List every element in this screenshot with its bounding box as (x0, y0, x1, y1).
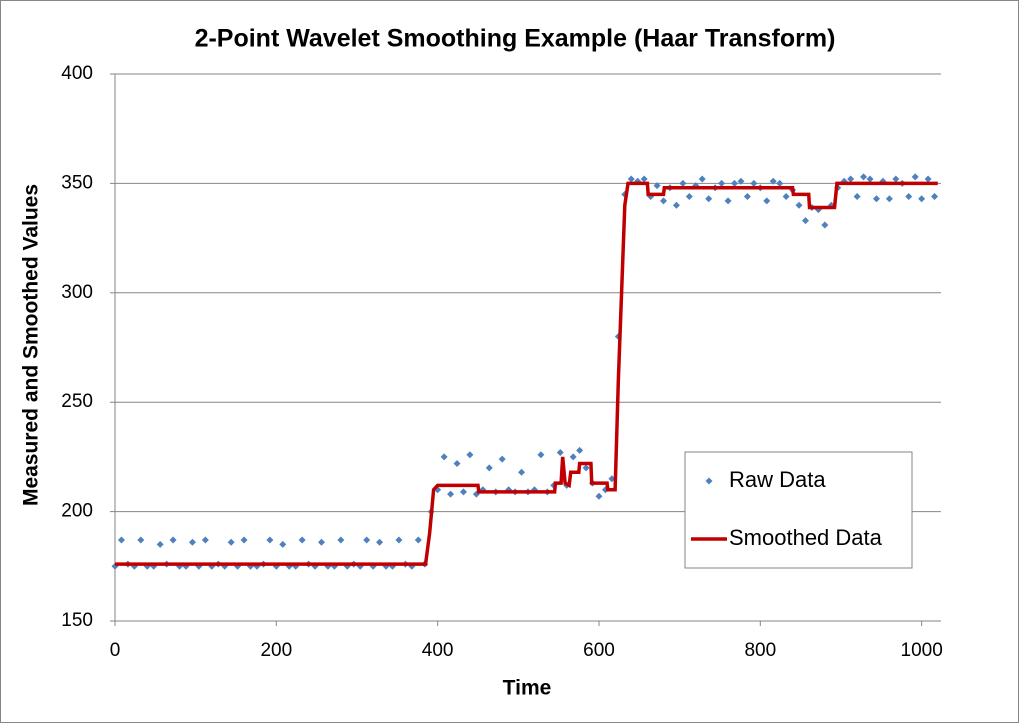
raw-point (769, 177, 777, 185)
raw-point (737, 177, 745, 185)
raw-point (376, 538, 384, 546)
legend-label: Raw Data (729, 467, 826, 492)
raw-point (595, 492, 603, 500)
raw-point (795, 201, 803, 209)
raw-point (653, 182, 661, 190)
raw-point (240, 536, 248, 544)
raw-point (576, 446, 584, 454)
raw-point (156, 540, 164, 548)
legend-label: Smoothed Data (729, 525, 883, 550)
smoothed-line (115, 181, 938, 566)
raw-point (227, 538, 235, 546)
raw-point (137, 536, 145, 544)
raw-point (776, 179, 784, 187)
raw-point (363, 536, 371, 544)
raw-point (485, 464, 493, 472)
raw-point (847, 175, 855, 183)
y-tick-label: 200 (61, 501, 93, 522)
raw-point (556, 449, 564, 457)
y-tick-label: 350 (61, 172, 93, 193)
y-tick-label: 250 (61, 391, 93, 412)
raw-point (466, 451, 474, 459)
raw-point (866, 175, 874, 183)
raw-point (679, 179, 687, 187)
x-tick-label: 0 (110, 640, 121, 661)
raw-point (801, 217, 809, 225)
raw-point (279, 540, 287, 548)
raw-point (440, 453, 448, 461)
raw-point (188, 538, 196, 546)
raw-point (860, 173, 868, 181)
raw-point (318, 538, 325, 546)
legend-marker (705, 477, 713, 485)
raw-point (453, 459, 461, 467)
raw-point (537, 451, 545, 459)
raw-point (763, 197, 771, 205)
raw-point (718, 179, 726, 187)
raw-point (743, 193, 751, 201)
y-axis-title: Measured and Smoothed Values (20, 184, 43, 506)
x-tick-label: 600 (583, 640, 615, 661)
raw-point (705, 195, 713, 203)
raw-point (731, 179, 738, 187)
raw-point (905, 193, 913, 201)
raw-point (672, 201, 680, 209)
raw-point (872, 195, 880, 203)
raw-point (569, 453, 577, 461)
raw-point (117, 536, 125, 544)
chart-title: 2-Point Wavelet Smoothing Example (Haar … (195, 25, 836, 53)
raw-point (724, 197, 732, 205)
x-tick-label: 800 (744, 640, 776, 661)
x-axis-title: Time (503, 677, 552, 700)
raw-point (498, 455, 506, 463)
raw-point (395, 536, 403, 544)
raw-point (266, 536, 274, 544)
raw-point (885, 195, 893, 203)
x-tick-label: 400 (422, 640, 454, 661)
raw-point (201, 536, 209, 544)
raw-point (821, 221, 829, 229)
raw-point (447, 490, 455, 498)
raw-point (685, 193, 693, 201)
y-tick-label: 300 (61, 282, 93, 303)
raw-point (459, 488, 467, 496)
legend-box (684, 451, 913, 569)
raw-point (931, 193, 939, 201)
raw-point (640, 175, 648, 183)
x-tick-label: 1000 (901, 640, 943, 661)
raw-point (924, 175, 932, 183)
raw-point (337, 536, 345, 544)
raw-point (298, 536, 306, 544)
raw-point (782, 193, 790, 201)
raw-point (627, 175, 635, 183)
raw-point (892, 175, 900, 183)
y-tick-label: 150 (61, 610, 93, 631)
x-tick-label: 200 (260, 640, 292, 661)
raw-point (750, 179, 758, 187)
raw-point (518, 468, 526, 476)
raw-point (660, 197, 668, 205)
raw-point (582, 464, 590, 472)
raw-point (414, 536, 422, 544)
y-tick-label: 400 (61, 63, 93, 84)
raw-point (698, 175, 706, 183)
raw-point (918, 195, 926, 203)
raw-point (911, 173, 919, 181)
raw-point (853, 193, 861, 201)
raw-point (169, 536, 177, 544)
